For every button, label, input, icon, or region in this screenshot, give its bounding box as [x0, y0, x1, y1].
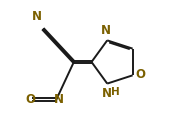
- Text: H: H: [111, 87, 120, 97]
- Text: N: N: [54, 93, 64, 106]
- Text: O: O: [136, 68, 146, 81]
- Text: N: N: [32, 10, 42, 23]
- Text: N: N: [102, 87, 112, 100]
- Text: N: N: [101, 24, 111, 37]
- Text: O: O: [25, 93, 35, 106]
